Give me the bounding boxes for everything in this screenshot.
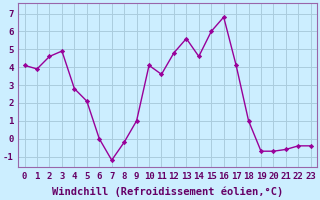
X-axis label: Windchill (Refroidissement éolien,°C): Windchill (Refroidissement éolien,°C)	[52, 187, 283, 197]
